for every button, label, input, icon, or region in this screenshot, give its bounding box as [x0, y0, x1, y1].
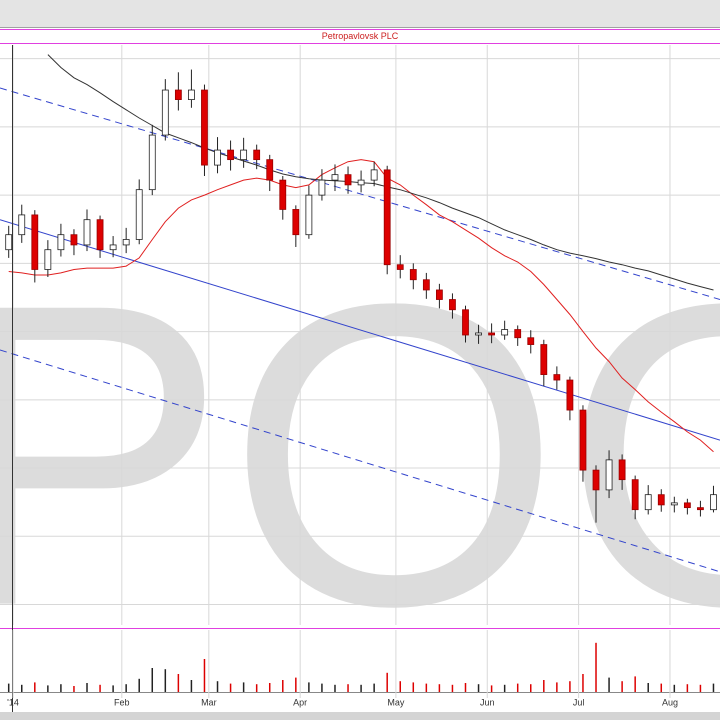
x-tick-label: Jun — [480, 697, 495, 707]
candle-body — [357, 179, 365, 186]
candle-body — [396, 264, 404, 270]
candle-body — [553, 374, 561, 381]
candle-body — [344, 174, 352, 186]
x-tick-label: May — [387, 697, 405, 707]
x-tick-label: Feb — [114, 697, 130, 707]
x-tick-label: '14 — [7, 697, 19, 707]
chart-bg — [0, 28, 720, 712]
candle-body — [475, 332, 482, 336]
candle-body — [697, 507, 704, 511]
candle-body — [710, 494, 717, 511]
candle-body — [592, 469, 600, 491]
candle-body — [109, 244, 117, 251]
candle-body — [305, 194, 313, 236]
candle-body — [435, 289, 443, 300]
candle-body — [253, 149, 261, 161]
candle-body — [618, 459, 626, 481]
candle-body — [409, 269, 417, 281]
candle-body — [44, 249, 52, 270]
candle-body — [214, 149, 221, 166]
candle-body — [449, 299, 456, 311]
candle-body — [579, 409, 587, 471]
candle-body — [292, 209, 300, 236]
candle-body — [383, 169, 391, 266]
moving-average — [8, 159, 714, 453]
candle-body — [331, 174, 339, 181]
candle-body — [488, 332, 496, 336]
candle-body — [279, 179, 287, 210]
candle-body — [201, 89, 208, 166]
moving-average — [47, 54, 714, 291]
candle-body — [174, 89, 182, 100]
chart-title: Petropavlovsk PLC — [322, 31, 399, 41]
trendline — [0, 219, 720, 441]
candle-body — [31, 214, 39, 270]
candle-body — [644, 494, 652, 511]
trendline — [0, 87, 720, 300]
x-tick-label: Apr — [293, 697, 307, 707]
candle-body — [501, 329, 509, 336]
candle-body — [605, 459, 613, 491]
toolbar — [0, 0, 720, 28]
candle-body — [227, 149, 234, 161]
candle-body — [683, 502, 691, 509]
bottom-frame — [0, 712, 720, 720]
candle-body — [240, 149, 248, 161]
candle-body — [70, 234, 78, 246]
candle-body — [18, 214, 26, 236]
plot-area: POG — [0, 45, 720, 696]
candle-body — [540, 344, 548, 375]
candle-body — [670, 502, 678, 506]
candle-body — [122, 239, 130, 246]
candle-body — [96, 219, 104, 251]
candle-body — [188, 89, 195, 100]
candle-body — [657, 494, 665, 506]
watermark: POG — [0, 216, 720, 696]
candle-body — [422, 279, 430, 291]
candle-body — [514, 329, 522, 339]
candle-body — [370, 169, 378, 181]
candle-body — [318, 179, 326, 196]
candle-body — [148, 134, 156, 191]
candle-body — [462, 309, 469, 336]
candle-body — [5, 234, 13, 251]
candle-body — [135, 189, 143, 240]
trendline — [0, 349, 720, 573]
candle-body — [527, 337, 535, 345]
x-tick-label: Mar — [201, 697, 217, 707]
candle-body — [566, 379, 574, 411]
candle-body — [631, 479, 639, 511]
x-tick-label: Aug — [662, 697, 678, 707]
candle-body — [161, 89, 169, 136]
x-tick-label: Jul — [573, 697, 585, 707]
candle-body — [57, 234, 65, 251]
candle-body — [266, 159, 274, 181]
candle-body — [83, 219, 91, 246]
